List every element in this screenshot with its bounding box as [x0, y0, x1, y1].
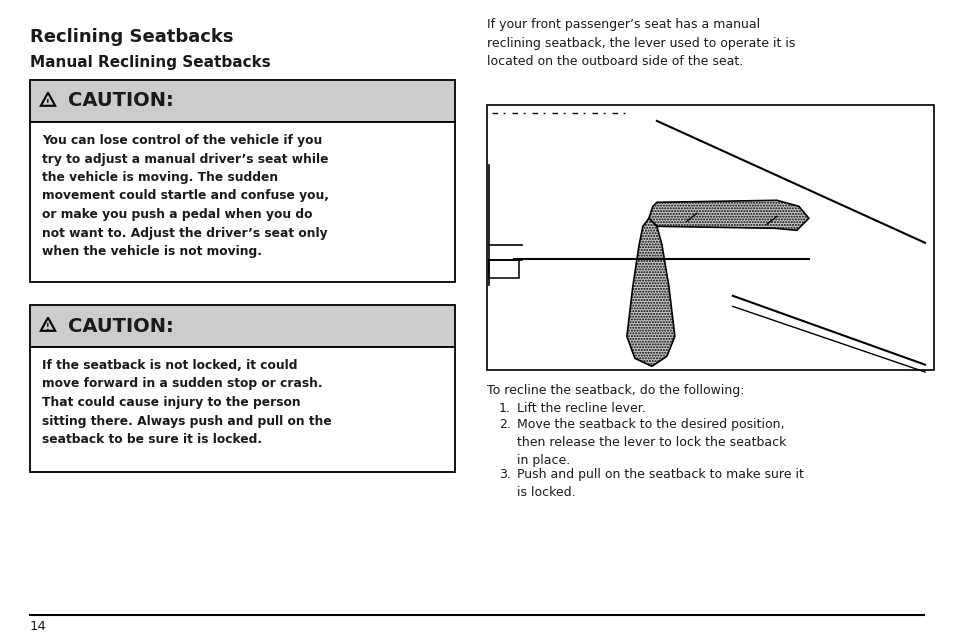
Polygon shape	[648, 200, 808, 230]
Text: To recline the seatback, do the following:: To recline the seatback, do the followin…	[486, 384, 743, 397]
Text: Push and pull on the seatback to make sure it
is locked.: Push and pull on the seatback to make su…	[517, 468, 803, 499]
FancyBboxPatch shape	[30, 347, 455, 472]
Text: !: !	[46, 324, 50, 333]
FancyBboxPatch shape	[30, 80, 455, 122]
Text: You can lose control of the vehicle if you
try to adjust a manual driver’s seat : You can lose control of the vehicle if y…	[42, 134, 329, 258]
Bar	[489, 260, 518, 278]
Text: 3.: 3.	[498, 468, 511, 481]
Text: 1.: 1.	[498, 402, 511, 415]
FancyBboxPatch shape	[30, 305, 455, 347]
Text: Manual Reclining Seatbacks: Manual Reclining Seatbacks	[30, 55, 271, 70]
Text: If the seatback is not locked, it could
move forward in a sudden stop or crash.
: If the seatback is not locked, it could …	[42, 359, 332, 446]
Text: !: !	[46, 99, 50, 107]
Text: CAUTION:: CAUTION:	[68, 317, 173, 336]
Text: Reclining Seatbacks: Reclining Seatbacks	[30, 28, 233, 46]
Text: 14: 14	[30, 620, 47, 633]
Text: Move the seatback to the desired position,
then release the lever to lock the se: Move the seatback to the desired positio…	[517, 418, 785, 467]
Text: Lift the recline lever.: Lift the recline lever.	[517, 402, 645, 415]
Text: If your front passenger’s seat has a manual
reclining seatback, the lever used t: If your front passenger’s seat has a man…	[486, 18, 795, 68]
Polygon shape	[626, 218, 674, 366]
Text: CAUTION:: CAUTION:	[68, 92, 173, 111]
FancyBboxPatch shape	[30, 122, 455, 282]
Text: 2.: 2.	[498, 418, 511, 431]
FancyBboxPatch shape	[486, 105, 933, 370]
